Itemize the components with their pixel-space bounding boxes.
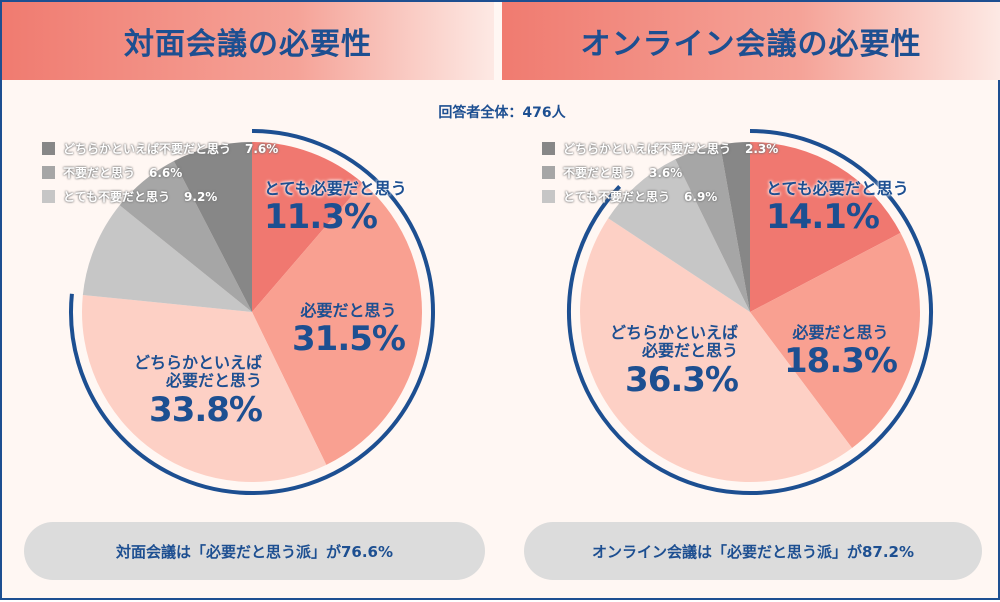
slice-label-very-needed: とても必要だと思う 14.1% [766,179,909,238]
legend-swatch [542,166,555,179]
chart-title-inperson: 対面会議の必要性 [2,2,494,80]
slice-label-value: 14.1% [766,197,880,238]
pie-slice-somewhat-unneeded [720,142,750,312]
slice-label-somewhat-needed: どちらかといえば 必要だと思う 33.8% [102,353,263,430]
slice-label-text: とても必要だと思う [264,179,407,198]
legend-label: 不要だと思う [63,166,136,180]
slice-label-text: どちらかといえば [609,323,738,342]
legend-value: 2.3% [745,141,779,156]
legend-item: とても不要だと思う 6.9% [542,188,717,205]
slice-label-text: とても必要だと思う [766,179,909,198]
legend-value: 7.6% [245,141,279,156]
legend-swatch [42,166,55,179]
legend-swatch [542,142,555,155]
slice-label-very-needed: とても必要だと思う 11.3% [264,179,407,238]
legend-item: 不要だと思う 6.6% [42,164,182,181]
pie-slice-needed [750,232,920,448]
pie-slice-very-needed [750,142,901,312]
slice-label-text: 必要だと思う [641,341,738,361]
slice-label-needed: 必要だと思う 31.5% [292,301,406,360]
slice-label-text: 必要だと思う [300,301,397,320]
pie-slice-very-needed [252,142,363,312]
legend-value: 9.2% [184,189,218,204]
slice-label-value: 18.3% [784,341,898,382]
pie-slice-needed [252,183,422,465]
pie-slice-unneeded [675,144,750,312]
pie-slice-very-unneeded [608,159,750,312]
slice-label-text: どちらかといえば [133,353,262,372]
needed-total-arc [567,129,933,495]
pie-slice-somewhat-needed [82,294,327,482]
slice-label-value: 36.3% [625,359,739,400]
slice-label-value: 31.5% [292,319,406,360]
respondent-count: 回答者全体：476人 [438,105,566,121]
slice-label-needed: 必要だと思う 18.3% [784,323,898,382]
legend-label: とても不要だと思う [63,190,171,204]
pie-slice-somewhat-needed [580,218,853,482]
legend-label: とても不要だと思う [563,190,671,204]
legend-value: 6.6% [149,165,183,180]
legend-swatch [42,190,55,203]
legend-swatch [42,142,55,155]
slice-label-text: 必要だと思う [792,323,889,342]
legend-label: どちらかといえば不要だと思う [63,142,232,156]
chart-title-online: オンライン会議の必要性 [502,2,1000,80]
legend-label: どちらかといえば不要だと思う [563,142,732,156]
slice-label-text: 必要だと思う [165,371,262,391]
needed-total-arc [69,129,435,495]
legend-item: 不要だと思う 3.6% [542,164,682,181]
summary-inperson: 対面会議は「必要だと思う派」が76.6% [24,522,485,580]
pie-slice-unneeded [119,161,252,312]
slice-label-value: 33.8% [149,389,263,430]
summary-online: オンライン会議は「必要だと思う派」が87.2% [524,522,982,580]
legend-item: とても不要だと思う 9.2% [42,188,217,205]
legend-value: 3.6% [649,165,683,180]
legend-value: 6.9% [684,189,718,204]
pie-slice-very-unneeded [82,205,252,312]
legend-swatch [542,190,555,203]
legend-item: どちらかといえば不要だと思う 7.6% [42,140,278,157]
slice-label-value: 11.3% [264,197,378,238]
legend-label: 不要だと思う [563,166,636,180]
pie-slice-somewhat-unneeded [173,142,252,312]
legend-item: どちらかといえば不要だと思う 2.3% [542,140,778,157]
slice-label-somewhat-needed: どちらかといえば 必要だと思う 36.3% [578,323,739,400]
